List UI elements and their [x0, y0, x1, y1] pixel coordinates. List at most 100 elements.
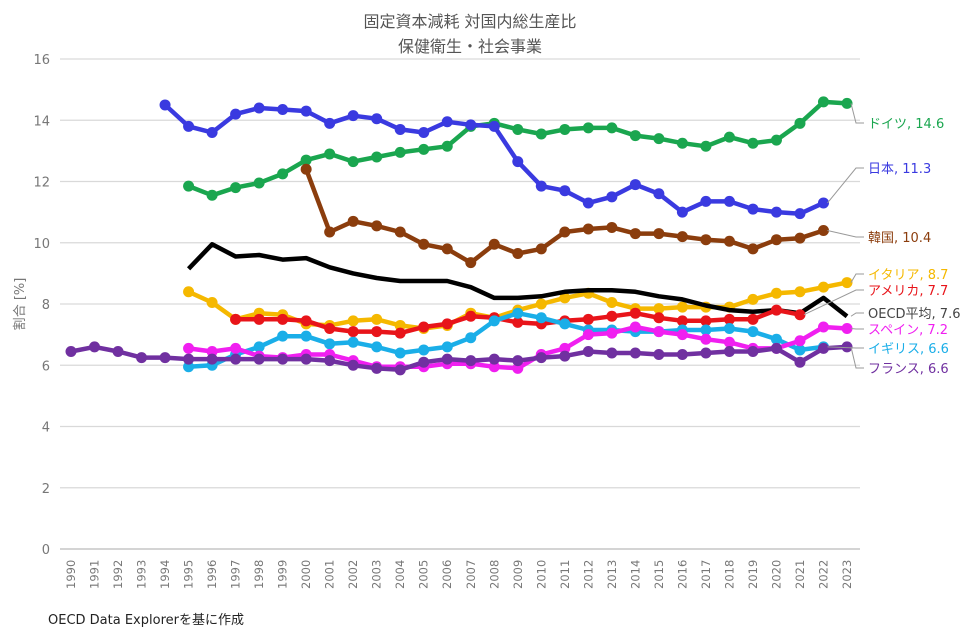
data-point — [841, 323, 853, 334]
x-tick-label: 2007 — [464, 560, 478, 589]
data-point — [606, 221, 618, 233]
data-point — [159, 352, 171, 364]
x-tick-label: 2017 — [699, 560, 713, 589]
series-end-label: スペイン, 7.2 — [868, 323, 948, 338]
data-point — [723, 195, 735, 207]
data-point — [794, 208, 806, 220]
data-point — [582, 313, 594, 325]
data-point — [89, 341, 101, 353]
data-point — [582, 345, 594, 357]
data-point — [371, 151, 383, 163]
data-point — [300, 105, 312, 117]
data-point — [183, 180, 195, 192]
data-point — [629, 347, 641, 359]
data-point — [559, 342, 571, 354]
data-point — [559, 185, 571, 197]
x-tick-label: 2010 — [534, 560, 548, 589]
data-point — [253, 353, 265, 365]
data-point — [582, 329, 594, 341]
data-point — [206, 353, 218, 365]
data-point — [747, 243, 759, 255]
data-point — [206, 296, 218, 308]
leader-line — [827, 167, 864, 204]
y-tick-label: 2 — [42, 482, 50, 497]
data-point — [394, 364, 406, 376]
data-point — [300, 154, 312, 166]
data-point — [230, 342, 242, 354]
data-point — [723, 131, 735, 143]
data-point — [441, 318, 453, 330]
y-tick-label: 4 — [42, 421, 50, 436]
data-point — [347, 315, 359, 327]
x-tick-label: 1995 — [182, 560, 196, 589]
series-end-label: 韓国, 10.4 — [868, 231, 931, 246]
data-point — [112, 345, 124, 357]
data-point — [230, 313, 242, 325]
data-point — [535, 298, 547, 310]
x-tick-label: 2015 — [652, 560, 666, 589]
data-point — [488, 315, 500, 327]
leader-line — [803, 289, 864, 316]
data-point — [606, 347, 618, 359]
data-point — [559, 226, 571, 238]
data-point — [723, 323, 735, 334]
data-point — [347, 326, 359, 338]
x-tick-label: 1993 — [135, 560, 149, 589]
series-0 — [183, 96, 853, 201]
data-point — [794, 309, 806, 321]
chart-title-line-2: 保健衛生・社会事業 — [398, 37, 542, 56]
data-point — [700, 315, 712, 327]
data-point — [512, 156, 524, 168]
data-point — [324, 355, 336, 367]
data-point — [676, 301, 688, 313]
x-tick-label: 2004 — [393, 560, 407, 589]
data-point — [700, 333, 712, 345]
data-point — [653, 133, 665, 145]
data-point — [324, 148, 336, 160]
data-point — [676, 231, 688, 243]
data-point — [770, 342, 782, 354]
data-point — [606, 310, 618, 322]
data-point — [629, 228, 641, 240]
x-tick-label: 2000 — [299, 560, 313, 589]
data-point — [676, 315, 688, 327]
data-point — [277, 353, 289, 365]
data-point — [394, 327, 406, 339]
x-tick-label: 1994 — [158, 560, 172, 589]
data-point — [794, 232, 806, 244]
series-8 — [65, 341, 853, 376]
x-tick-label: 2012 — [581, 560, 595, 589]
data-point — [418, 344, 430, 356]
data-point — [723, 313, 735, 325]
data-point — [817, 321, 829, 333]
data-point — [230, 353, 242, 365]
data-point — [606, 327, 618, 339]
data-point — [183, 342, 195, 354]
data-point — [747, 293, 759, 305]
x-tick-label: 1997 — [229, 560, 243, 589]
data-point — [747, 203, 759, 215]
leader-line — [850, 273, 864, 283]
y-tick-label: 10 — [33, 237, 50, 252]
data-point — [418, 127, 430, 138]
data-point — [183, 120, 195, 132]
data-point — [747, 313, 759, 325]
data-point — [723, 235, 735, 247]
y-tick-label: 8 — [42, 298, 50, 313]
y-tick-label: 12 — [33, 176, 50, 191]
data-point — [418, 321, 430, 333]
series-end-label: OECD平均, 7.6 — [868, 307, 960, 322]
data-point — [653, 326, 665, 338]
data-point — [371, 362, 383, 374]
data-point — [700, 195, 712, 207]
x-tick-label: 1996 — [205, 560, 219, 589]
x-tick-label: 2022 — [816, 560, 830, 589]
series-end-label: ドイツ, 14.6 — [868, 117, 944, 132]
data-point — [324, 117, 336, 129]
data-point — [770, 287, 782, 299]
data-point — [817, 197, 829, 209]
data-point — [582, 197, 594, 209]
data-point — [559, 292, 571, 304]
data-point — [371, 341, 383, 353]
